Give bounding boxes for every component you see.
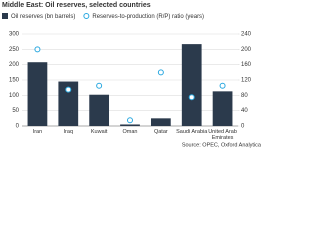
x-tick-label: Qatar	[153, 129, 168, 135]
bar	[150, 118, 171, 126]
ratio-dot	[65, 86, 72, 93]
y-tick-label: 100	[9, 93, 20, 99]
y2-tick-label: 240	[241, 32, 252, 38]
bar	[212, 91, 233, 126]
bar	[58, 81, 79, 126]
source: Source: OPEC, Oxford Analytica	[182, 142, 262, 148]
y-tick-label: 50	[12, 108, 19, 114]
x-tick-label: Saudi Arabia	[176, 129, 208, 135]
legend-marker	[83, 13, 90, 19]
chart-svg: Middle East: Oil reserves, selected coun…	[2, 2, 262, 148]
bar	[89, 94, 110, 126]
legend-label: Oil reserves (bn barrels)	[11, 14, 75, 20]
legend-label: Reserves-to-production (R/P) ratio (year…	[92, 14, 204, 20]
ratio-dot	[188, 94, 195, 101]
x-tick-label: United Arab Emirates	[208, 129, 237, 141]
x-tick-label: Iran	[32, 129, 43, 135]
bar	[181, 44, 202, 127]
chart-title: Middle East: Oil reserves, selected coun…	[2, 2, 151, 9]
y-tick-label: 300	[9, 32, 20, 38]
ratio-dot	[157, 69, 164, 76]
chart: Middle East: Oil reserves, selected coun…	[2, 2, 262, 148]
ratio-dot	[127, 117, 133, 124]
y-tick-label: 150	[9, 78, 20, 84]
y2-tick-label: 200	[241, 47, 252, 53]
ratio-dot	[219, 82, 226, 89]
x-tick-label: Kuwait	[90, 129, 108, 135]
y2-tick-label: 80	[241, 93, 248, 99]
bar	[120, 124, 140, 126]
ratio-dot	[34, 46, 41, 53]
x-tick-label: Oman	[122, 129, 138, 135]
x-tick-label: Iraq	[63, 129, 74, 135]
y-tick-label: 0	[16, 124, 20, 130]
y2-tick-label: 40	[241, 108, 248, 114]
y2-tick-label: 160	[241, 62, 252, 68]
y2-tick-label: 0	[241, 124, 245, 130]
ratio-dot	[96, 82, 103, 89]
y-tick-label: 200	[9, 62, 20, 68]
legend-marker	[2, 13, 8, 19]
y-tick-label: 250	[9, 47, 20, 53]
y2-tick-label: 120	[241, 78, 252, 84]
bar	[27, 62, 48, 126]
